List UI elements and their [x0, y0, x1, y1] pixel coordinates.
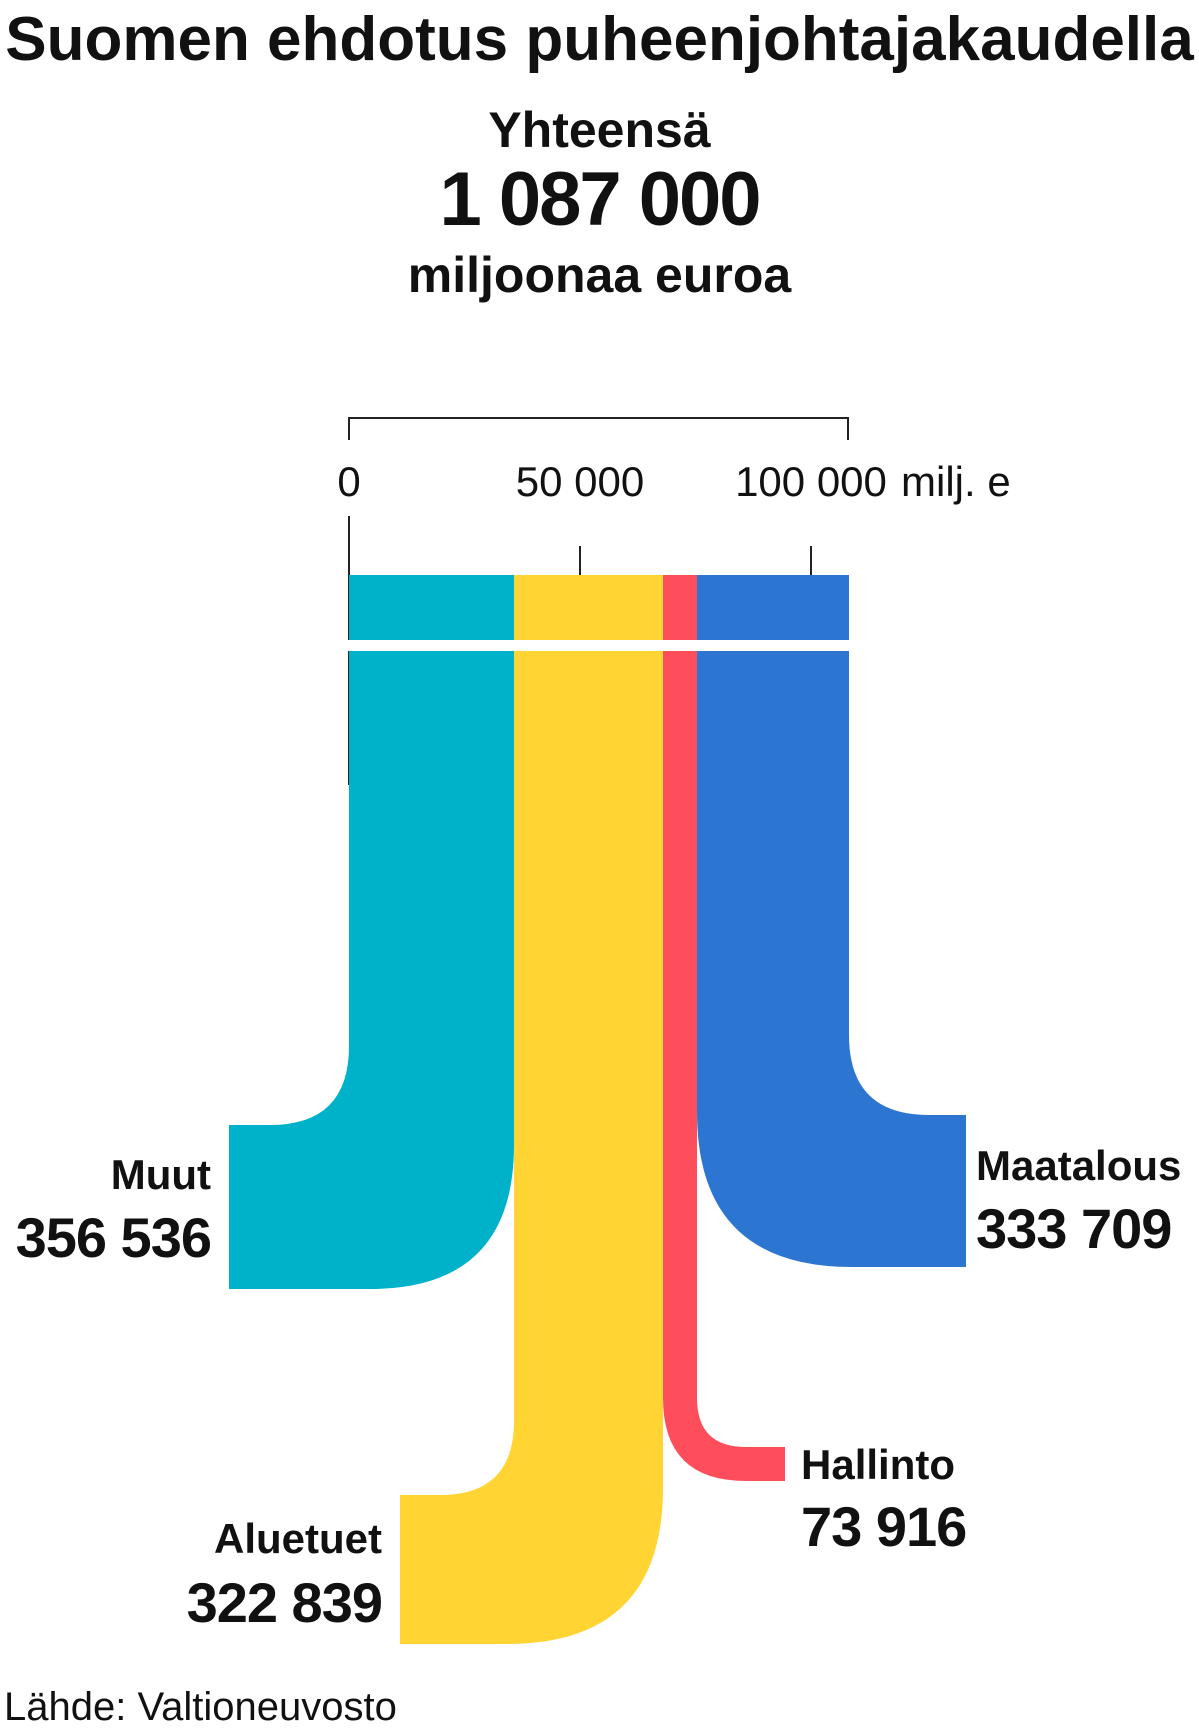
label-hallinto: Hallinto [801, 1441, 955, 1488]
total-value: 1 087 000 [439, 157, 761, 242]
chart-title: Suomen ehdotus puheenjohtajakaudella [5, 5, 1194, 74]
scale-break [340, 640, 860, 651]
label-maatalous: Maatalous [976, 1142, 1181, 1189]
flow-aluetuet [400, 575, 663, 1644]
label-aluetuet: Aluetuet [214, 1515, 382, 1562]
axis-unit: milj. e [901, 458, 1011, 505]
value-hallinto: 73 916 [801, 1495, 966, 1558]
total-unit: miljoonaa euroa [407, 247, 792, 303]
tick-label-0: 0 [337, 458, 360, 505]
header: Suomen ehdotus puheenjohtajakaudella Yht… [0, 0, 1199, 310]
flow-hallinto [663, 575, 785, 1481]
flow-muut [229, 575, 514, 1289]
label-muut: Muut [111, 1151, 211, 1198]
axis-bracket [348, 417, 849, 440]
value-aluetuet: 322 839 [187, 1571, 382, 1634]
flow-maatalous [697, 575, 966, 1267]
value-maatalous: 333 709 [976, 1197, 1171, 1260]
value-muut: 356 536 [16, 1206, 211, 1269]
total-label: Yhteensä [488, 102, 711, 158]
source-note: Lähde: Valtioneuvosto [4, 1685, 397, 1729]
tick-label-100000: 100 000 [735, 458, 887, 505]
tick-label-50000: 50 000 [516, 458, 644, 505]
